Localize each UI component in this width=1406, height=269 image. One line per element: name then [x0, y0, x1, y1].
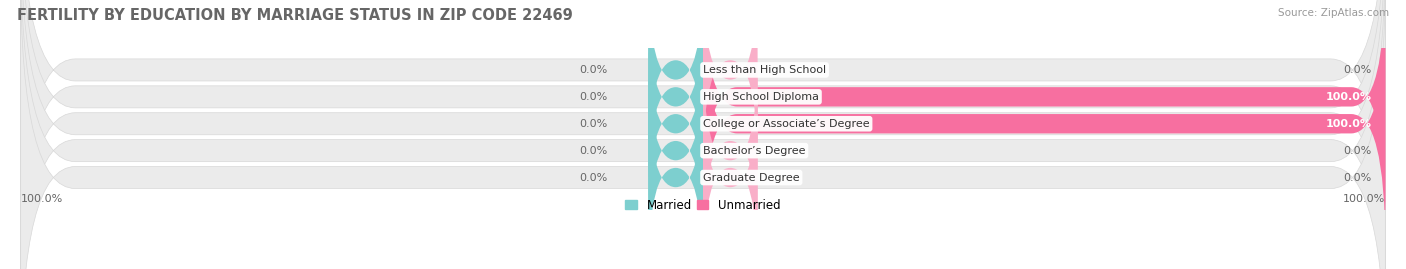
FancyBboxPatch shape — [648, 26, 703, 222]
Text: Source: ZipAtlas.com: Source: ZipAtlas.com — [1278, 8, 1389, 18]
Text: 0.0%: 0.0% — [579, 146, 607, 156]
Legend: Married, Unmarried: Married, Unmarried — [626, 199, 780, 212]
FancyBboxPatch shape — [703, 80, 758, 269]
FancyBboxPatch shape — [703, 0, 1385, 249]
FancyBboxPatch shape — [21, 0, 1385, 269]
Text: FERTILITY BY EDUCATION BY MARRIAGE STATUS IN ZIP CODE 22469: FERTILITY BY EDUCATION BY MARRIAGE STATU… — [17, 8, 572, 23]
Text: Graduate Degree: Graduate Degree — [703, 172, 800, 183]
Text: 0.0%: 0.0% — [579, 119, 607, 129]
Text: 100.0%: 100.0% — [1343, 194, 1385, 204]
FancyBboxPatch shape — [21, 0, 1385, 269]
FancyBboxPatch shape — [648, 0, 703, 195]
Text: 0.0%: 0.0% — [579, 92, 607, 102]
FancyBboxPatch shape — [21, 0, 1385, 269]
Text: 100.0%: 100.0% — [21, 194, 63, 204]
Text: 100.0%: 100.0% — [1326, 92, 1372, 102]
FancyBboxPatch shape — [703, 0, 758, 168]
Text: 0.0%: 0.0% — [1343, 65, 1372, 75]
FancyBboxPatch shape — [703, 0, 1385, 222]
Text: High School Diploma: High School Diploma — [703, 92, 820, 102]
FancyBboxPatch shape — [21, 0, 1385, 269]
Text: Less than High School: Less than High School — [703, 65, 827, 75]
FancyBboxPatch shape — [648, 80, 703, 269]
FancyBboxPatch shape — [648, 53, 703, 249]
Text: 0.0%: 0.0% — [579, 172, 607, 183]
Text: 0.0%: 0.0% — [579, 65, 607, 75]
Text: 0.0%: 0.0% — [1343, 172, 1372, 183]
Text: College or Associate’s Degree: College or Associate’s Degree — [703, 119, 870, 129]
FancyBboxPatch shape — [648, 0, 703, 168]
FancyBboxPatch shape — [703, 53, 758, 249]
Text: Bachelor’s Degree: Bachelor’s Degree — [703, 146, 806, 156]
Text: 0.0%: 0.0% — [1343, 146, 1372, 156]
FancyBboxPatch shape — [21, 0, 1385, 269]
Text: 100.0%: 100.0% — [1326, 119, 1372, 129]
